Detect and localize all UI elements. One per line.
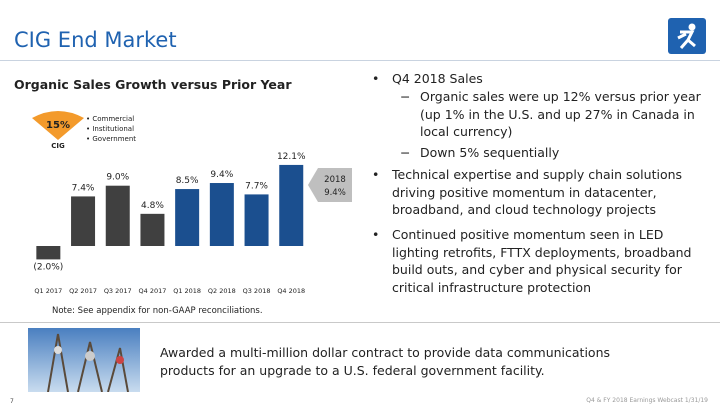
x-tick-label: Q4 2018 bbox=[277, 287, 305, 295]
bullet: Q4 2018 Sales bbox=[372, 70, 710, 88]
chart: (2.0%) Q1 2017 7.4% Q2 2017 9.0% Q3 2017 4.8% Q… bbox=[33, 152, 352, 295]
callout-box bbox=[308, 168, 352, 202]
value-label: 12.1% bbox=[277, 152, 306, 162]
x-tick-label: Q3 2017 bbox=[104, 287, 132, 295]
value-label: 4.8% bbox=[141, 201, 164, 211]
value-label: 8.5% bbox=[176, 176, 199, 186]
x-tick-label: Q1 2017 bbox=[34, 287, 62, 295]
cig-item: • Institutional bbox=[86, 125, 135, 133]
x-tick-label: Q2 2017 bbox=[69, 287, 97, 295]
title-rule bbox=[0, 60, 720, 61]
cig-items: • Commercial • Institutional • Government bbox=[86, 114, 136, 144]
bar bbox=[105, 185, 130, 246]
sub-bullet: Organic sales were up 12% versus prior y… bbox=[400, 88, 710, 141]
sub-bullet: Down 5% sequentially bbox=[400, 144, 710, 162]
bar bbox=[71, 196, 96, 246]
callout-title: 2018 bbox=[324, 175, 346, 185]
rule bbox=[0, 322, 720, 323]
cig-item: • Government bbox=[86, 135, 137, 143]
bar bbox=[244, 194, 269, 246]
cig-item: • Commercial bbox=[86, 115, 135, 123]
logo bbox=[668, 18, 706, 54]
page-number: 7 bbox=[10, 398, 14, 405]
x-tick-label: Q4 2017 bbox=[139, 287, 167, 295]
cig-wedge: 15% CIG bbox=[32, 111, 84, 150]
award: Awarded a multi-million dollar contract … bbox=[160, 345, 611, 378]
bar bbox=[175, 189, 200, 246]
value-label: 9.0% bbox=[106, 173, 129, 183]
note: Note: See appendix for non-GAAP reconcil… bbox=[52, 306, 263, 316]
footer: Q4 & FY 2018 Earnings Webcast 1/31/19 bbox=[586, 397, 708, 404]
bar bbox=[140, 213, 165, 246]
slide-title: CIG End Market bbox=[14, 28, 177, 52]
bullet: Technical expertise and supply chain sol… bbox=[372, 166, 702, 219]
value-label: 7.7% bbox=[245, 181, 268, 191]
cig-share: 15% bbox=[46, 120, 70, 131]
x-tick-label: Q1 2018 bbox=[173, 287, 201, 295]
x-tick-label: Q2 2018 bbox=[208, 287, 236, 295]
bullet: Continued positive momentum seen in LED … bbox=[372, 226, 712, 296]
bar bbox=[36, 246, 61, 260]
x-tick-label: Q3 2018 bbox=[243, 287, 271, 295]
cig-name: CIG bbox=[51, 142, 65, 150]
photo bbox=[28, 328, 140, 392]
bar bbox=[209, 183, 234, 246]
chart-title: Organic Sales Growth versus Prior Year bbox=[14, 77, 292, 92]
bar bbox=[279, 164, 304, 246]
callout-text: 9.4% bbox=[324, 188, 346, 198]
value-label: (2.0%) bbox=[33, 262, 63, 272]
value-label: 7.4% bbox=[72, 183, 95, 193]
value-label: 9.4% bbox=[210, 170, 233, 180]
